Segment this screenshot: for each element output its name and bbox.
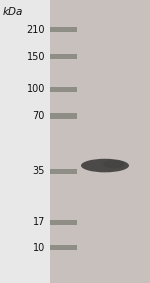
- Bar: [50, 169, 77, 174]
- Ellipse shape: [81, 159, 129, 172]
- Bar: [50, 245, 77, 250]
- Text: 70: 70: [33, 111, 45, 121]
- Bar: [50, 0, 150, 283]
- Text: 35: 35: [33, 166, 45, 176]
- Text: 210: 210: [27, 25, 45, 35]
- Bar: [50, 27, 77, 32]
- Bar: [50, 113, 77, 119]
- Ellipse shape: [103, 160, 125, 168]
- Text: 150: 150: [27, 52, 45, 62]
- Text: 17: 17: [33, 217, 45, 227]
- Bar: [50, 87, 77, 92]
- Bar: [50, 220, 77, 225]
- Text: 10: 10: [33, 243, 45, 253]
- Text: kDa: kDa: [3, 7, 23, 17]
- Text: 100: 100: [27, 84, 45, 94]
- Bar: [50, 54, 77, 59]
